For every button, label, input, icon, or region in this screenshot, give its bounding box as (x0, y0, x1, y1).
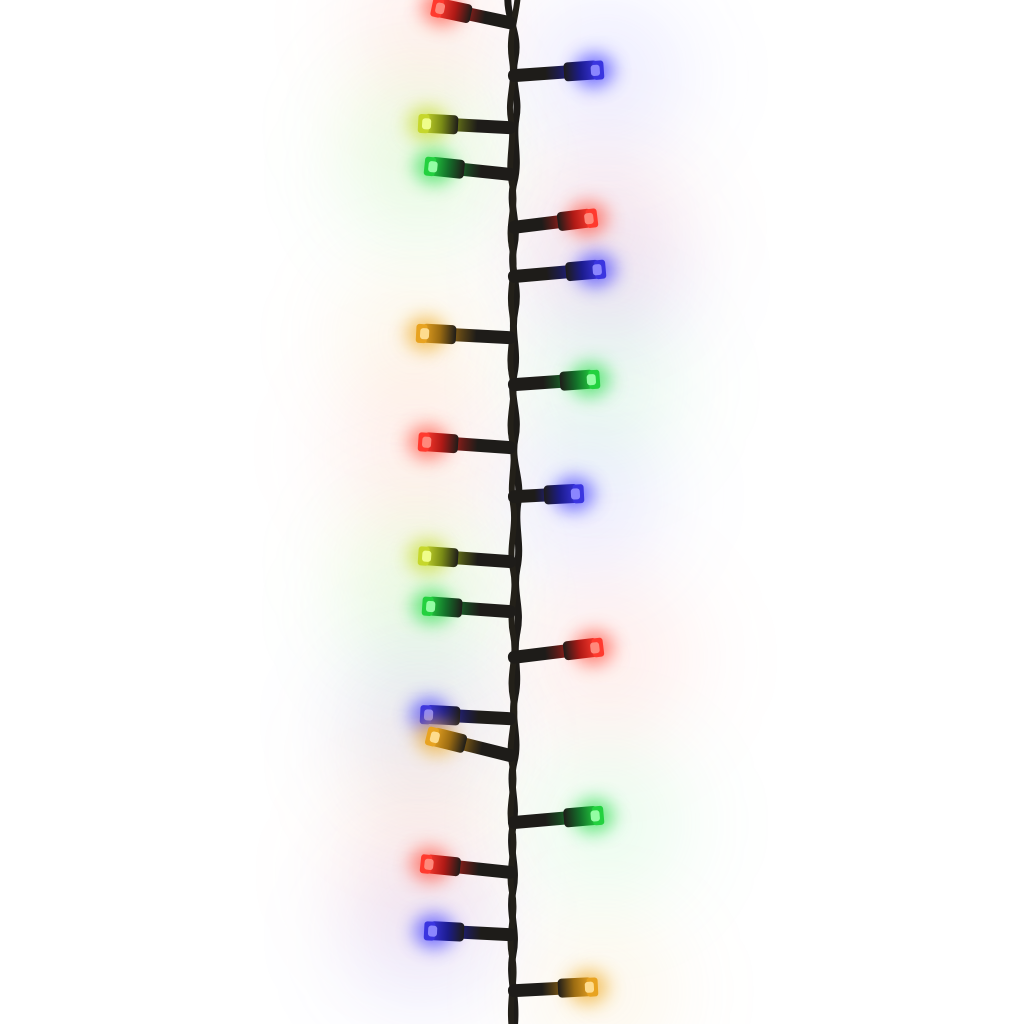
bulb-capsule (413, 912, 465, 949)
bulb-capsule (412, 147, 466, 186)
bulb-hotspot (423, 708, 434, 721)
bulb-capsule (564, 250, 618, 289)
bulb-capsule (543, 475, 595, 512)
bulb-hotspot (590, 64, 601, 76)
bulb-hotspot (570, 487, 581, 500)
bulb-capsule (556, 198, 610, 238)
bulb-capsule (562, 796, 616, 835)
bulb-capsule (407, 423, 459, 461)
bulb-hotspot (421, 549, 432, 562)
bulb-hotspot (586, 373, 597, 385)
bulb-capsule (557, 968, 609, 1005)
bulb-hotspot (583, 212, 595, 225)
bulb-7-amber (405, 315, 517, 352)
bulb-capsule (407, 537, 459, 575)
bulb-hotspot (589, 641, 600, 654)
bulb-11-lime (407, 537, 517, 575)
bulb-capsule (405, 315, 457, 352)
bulb-capsule (411, 587, 463, 625)
bulb-8-green (507, 360, 611, 398)
bulb-capsule (559, 360, 611, 398)
bulb-hotspot (590, 809, 601, 822)
bulb-capsule (562, 628, 616, 667)
bulb-hotspot (425, 600, 436, 612)
bulb-2-blue (507, 51, 615, 89)
bulb-capsule (412, 715, 468, 759)
bulb-hotspot (421, 117, 432, 130)
bulb-capsule (563, 51, 615, 89)
bulb-hotspot (419, 327, 430, 339)
bulb-hotspot (592, 263, 603, 276)
bulb-18-blue (413, 912, 517, 949)
bulb-10-blue (507, 475, 595, 512)
bulb-hotspot (427, 160, 439, 173)
bulb-capsule (407, 105, 459, 142)
bulb-hotspot (584, 981, 595, 993)
bulb-capsule (418, 0, 473, 29)
bulb-9-red (407, 423, 517, 461)
bulb-12-green (411, 587, 517, 625)
bulb-hotspot (421, 435, 432, 448)
bulb-3-lime (407, 105, 517, 142)
bulb-hotspot (423, 857, 435, 870)
bulb-hotspot (427, 924, 438, 937)
bulb-capsule (408, 845, 462, 884)
bulb-19-amber (507, 968, 609, 1005)
